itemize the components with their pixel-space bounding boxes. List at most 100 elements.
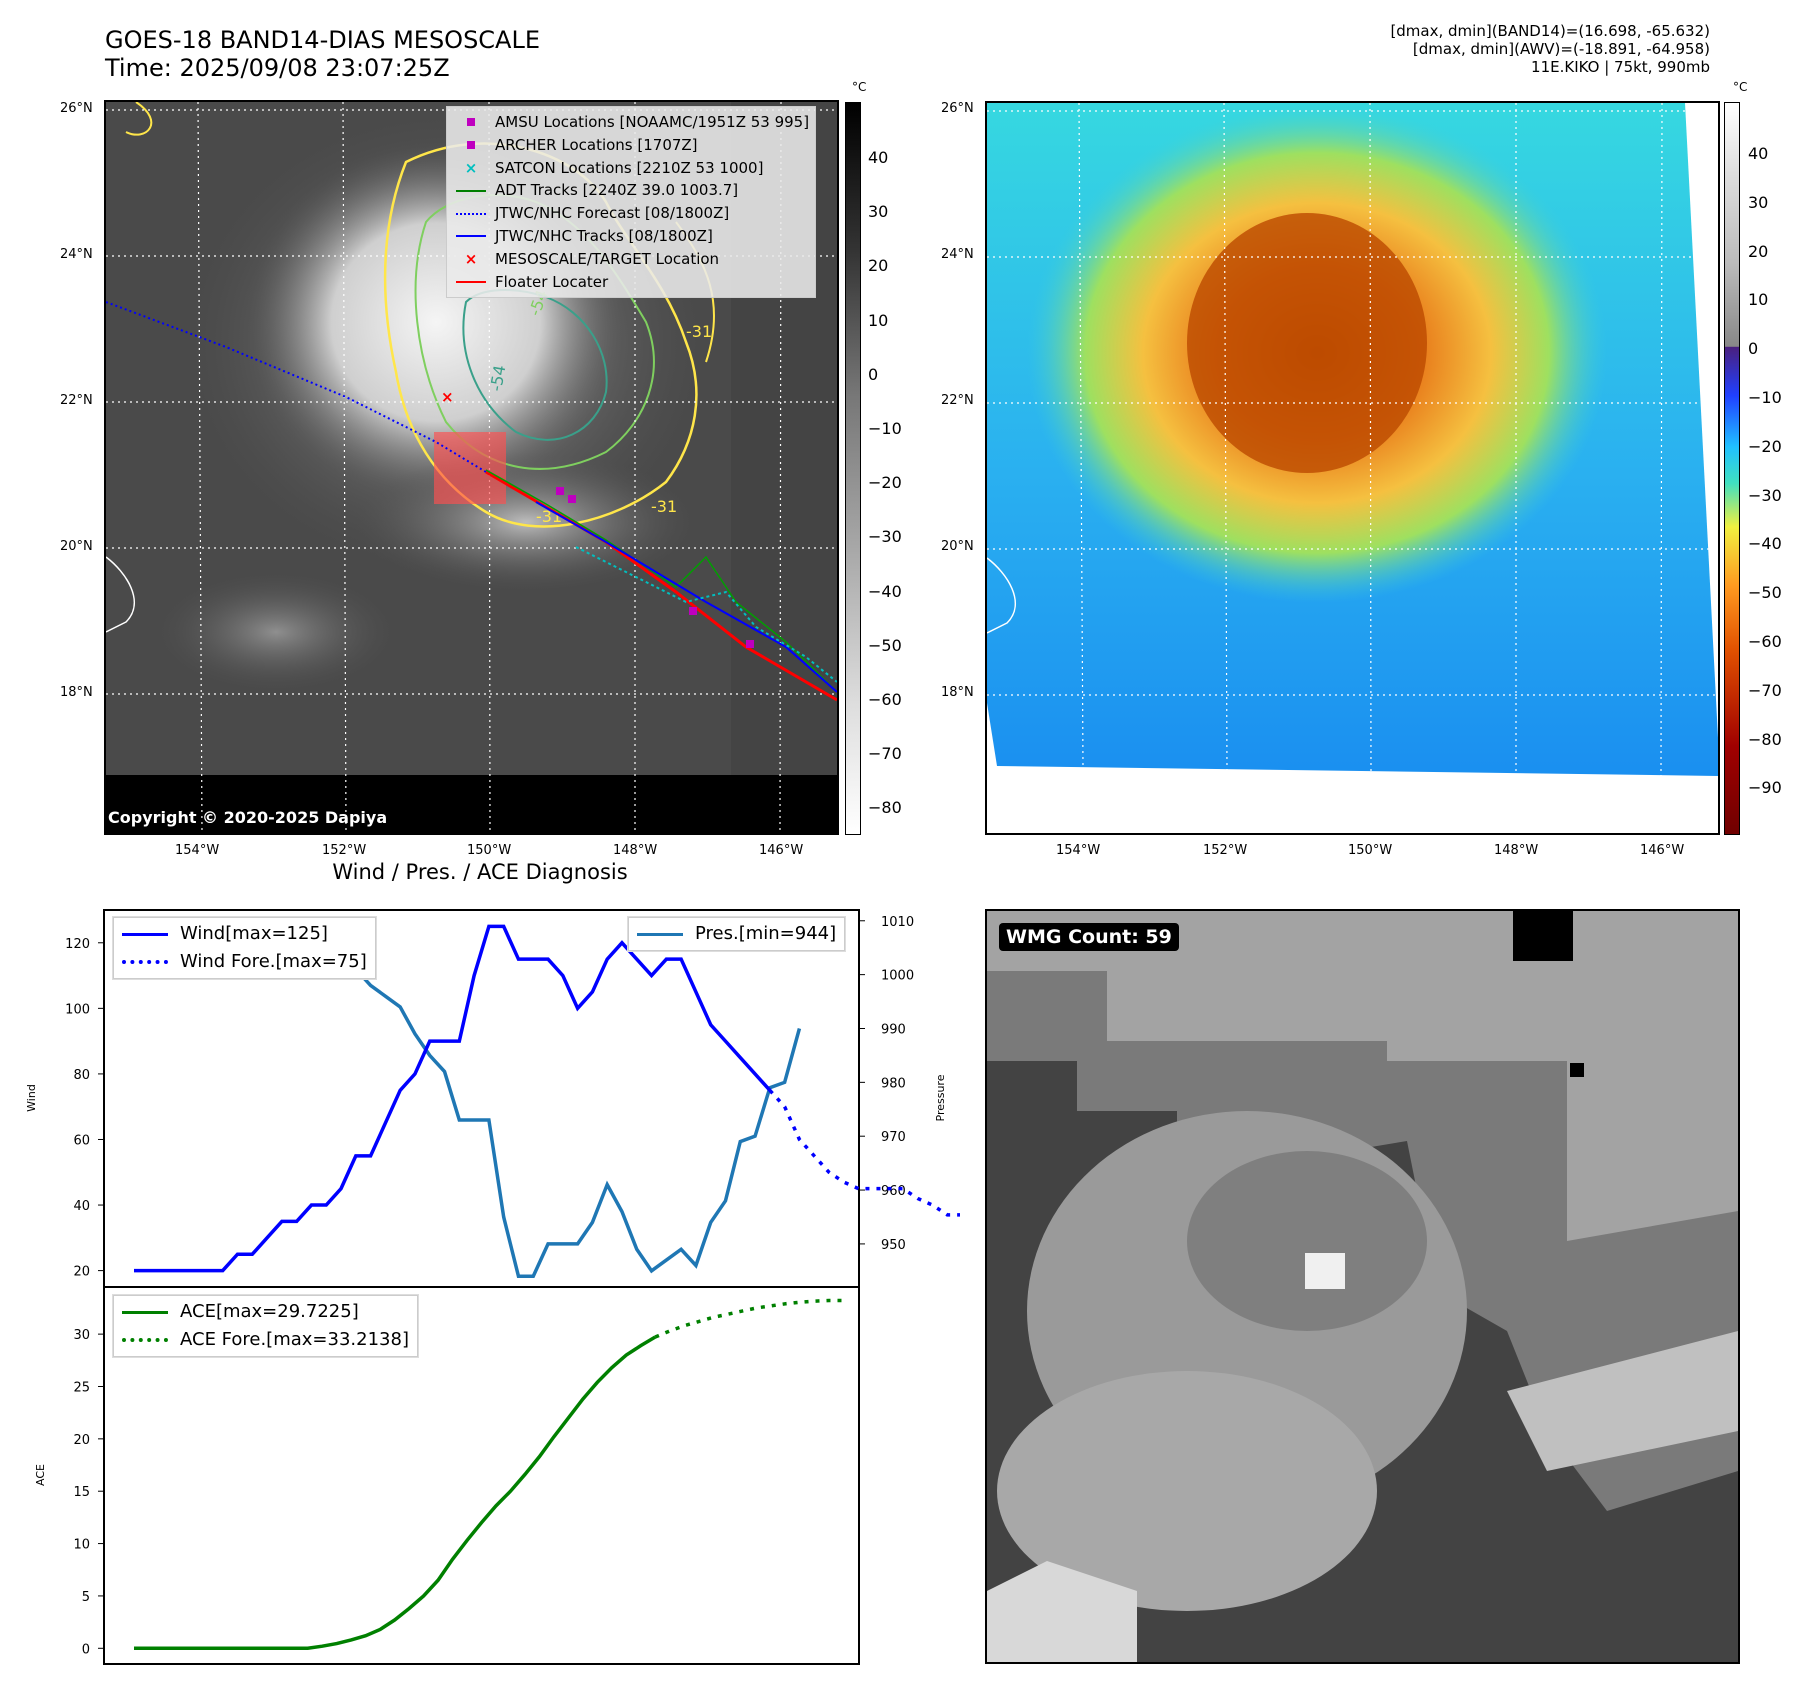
forecast-track bbox=[106, 301, 487, 473]
ace-ytick-label: 5 bbox=[82, 1590, 90, 1605]
lon-label: 148°W bbox=[613, 843, 658, 858]
gray-colorbar-unit: °C bbox=[852, 80, 867, 94]
ir-map-legend: AMSU Locations [NOAAMC/1951Z 53 995] ARC… bbox=[446, 106, 817, 299]
figure-title: GOES-18 BAND14-DIAS MESOSCALE Time: 2025… bbox=[105, 26, 540, 82]
colorbar-tick-label: −30 bbox=[1748, 485, 1782, 505]
ace-ytick-label: 0 bbox=[82, 1642, 90, 1657]
copyright-text: Copyright © 2020-2025 Dapiya bbox=[108, 808, 388, 827]
colorbar-tick-label: −10 bbox=[1748, 388, 1782, 407]
colorbar-tick-label: −40 bbox=[868, 581, 902, 601]
ace-line bbox=[134, 1335, 657, 1651]
lon-label: 152°W bbox=[1203, 843, 1248, 858]
legend-label: ACE[max=29.7225] bbox=[180, 1301, 359, 1322]
wind-ytick-label: 20 bbox=[73, 1265, 90, 1280]
ir-map-panel: -54 -54 -31 -31 -31 × Copyright © 2020-2… bbox=[104, 100, 839, 835]
contour-label-3: -31 bbox=[686, 322, 712, 341]
ace-ylabel: ACE bbox=[34, 1464, 47, 1486]
ace-legend: ACE[max=29.7225] ACE Fore.[max=33.2138] bbox=[113, 1295, 418, 1357]
info-line-3: 11E.KIKO | 75kt, 990mb bbox=[1531, 58, 1710, 76]
lon-label: 152°W bbox=[322, 843, 367, 858]
awv-map-svg bbox=[987, 103, 1718, 777]
legend-label: JTWC/NHC Tracks [08/1800Z] bbox=[495, 226, 713, 245]
ace-axes bbox=[103, 1286, 860, 1665]
colorbar-tick-label: −90 bbox=[1748, 778, 1782, 798]
mesoscale-target-box bbox=[434, 432, 506, 504]
colorbar-tick-label: 10 bbox=[1748, 290, 1769, 310]
legend-item-adt: ADT Tracks [2240Z 39.0 1003.7] bbox=[453, 179, 809, 202]
adt-track bbox=[485, 469, 837, 693]
legend-label: Wind[max=125] bbox=[180, 923, 328, 944]
diagnosis-title: Wind / Pres. / ACE Diagnosis bbox=[332, 860, 628, 884]
legend-label: SATCON Locations [2210Z 53 1000] bbox=[495, 158, 764, 177]
lon-label: 150°W bbox=[1348, 843, 1393, 858]
colorbar-tick-label: −10 bbox=[868, 419, 902, 438]
gray-colorbar bbox=[845, 102, 861, 835]
wmg-count-label: WMG Count: 59 bbox=[999, 923, 1179, 951]
wind-ylabel: Wind bbox=[25, 1084, 38, 1112]
color-colorbar-unit: °C bbox=[1733, 80, 1748, 94]
lon-label: 154°W bbox=[175, 843, 220, 858]
legend-item-satcon: × SATCON Locations [2210Z 53 1000] bbox=[453, 157, 809, 180]
colorbar-tick-label: 0 bbox=[1748, 339, 1759, 359]
lat-label: 20°N bbox=[941, 539, 974, 554]
legend-item-wind-fore: Wind Fore.[max=75] bbox=[122, 948, 367, 976]
wind-ytick-label: 80 bbox=[73, 1068, 90, 1083]
diagnosis-chart: 20 40 60 80 100 120 950 960 970 980 990 1000 1010 0 5… bbox=[25, 909, 960, 1665]
lat-label: 22°N bbox=[60, 393, 93, 408]
legend-label: Wind Fore.[max=75] bbox=[180, 951, 367, 972]
ace-ytick-label: 20 bbox=[73, 1433, 90, 1448]
pressure-ytick-label: 980 bbox=[881, 1076, 906, 1091]
colorbar-tick-label: −30 bbox=[868, 527, 902, 547]
legend-item-floater: Floater Locater bbox=[453, 271, 809, 294]
info-line-1: [dmax, dmin](BAND14)=(16.698, -65.632) bbox=[1390, 22, 1710, 40]
mesoscale-target-marker: × bbox=[441, 388, 454, 406]
colorbar-tick-label: −50 bbox=[868, 635, 902, 655]
legend-item-archer: ARCHER Locations [1707Z] bbox=[453, 134, 809, 157]
legend-label: ARCHER Locations [1707Z] bbox=[495, 135, 698, 154]
title-line-1: GOES-18 BAND14-DIAS MESOSCALE bbox=[105, 26, 541, 54]
colorbar-tick-label: −60 bbox=[1748, 632, 1782, 651]
legend-item-forecast: JTWC/NHC Forecast [08/1800Z] bbox=[453, 202, 809, 225]
info-line-2: [dmax, dmin](AWV)=(-18.891, -64.958) bbox=[1412, 40, 1710, 58]
colorbar-tick-label: −50 bbox=[1748, 583, 1782, 603]
ace-ytick-label: 10 bbox=[73, 1538, 90, 1553]
colorbar-tick-label: 20 bbox=[1748, 241, 1769, 261]
lon-label: 148°W bbox=[1494, 843, 1539, 858]
contour-label-2: -54 bbox=[486, 364, 509, 393]
colorbar-tick-label: 30 bbox=[1748, 192, 1769, 212]
wmg-panel: WMG Count: 59 bbox=[985, 909, 1740, 1664]
colorbar-tick-label: −80 bbox=[1748, 729, 1782, 749]
lon-label: 146°W bbox=[759, 843, 804, 858]
colorbar-tick-label: −60 bbox=[868, 690, 902, 709]
jtwc-track bbox=[535, 501, 837, 693]
colorbar-tick-label: −20 bbox=[1748, 436, 1782, 456]
legend-item-ace: ACE[max=29.7225] bbox=[122, 1298, 409, 1326]
legend-item-jtwc-tracks: JTWC/NHC Tracks [08/1800Z] bbox=[453, 225, 809, 248]
ace-forecast-line bbox=[654, 1298, 844, 1339]
colorbar-tick-label: 30 bbox=[868, 202, 889, 222]
lat-label: 18°N bbox=[60, 685, 93, 700]
pressure-ytick-label: 1010 bbox=[881, 915, 914, 930]
wmg-map-svg bbox=[987, 911, 1738, 1662]
colorbar-tick-label: 0 bbox=[868, 364, 879, 384]
colorbar-tick-label: 40 bbox=[868, 148, 889, 167]
lat-label: 24°N bbox=[941, 247, 974, 262]
legend-item-pres: Pres.[min=944] bbox=[637, 920, 836, 948]
lat-label: 26°N bbox=[60, 101, 93, 116]
wind-ytick-label: 40 bbox=[73, 1199, 90, 1214]
legend-label: Pres.[min=944] bbox=[695, 923, 837, 944]
colorbar-tick-label: −80 bbox=[868, 798, 902, 818]
awv-map-gridlines bbox=[987, 103, 1718, 777]
pressure-legend: Pres.[min=944] bbox=[628, 917, 846, 951]
pressure-ytick-label: 950 bbox=[881, 1238, 906, 1253]
wind-line bbox=[134, 924, 772, 1273]
colorbar-tick-label: −20 bbox=[868, 473, 902, 493]
legend-label: AMSU Locations [NOAAMC/1951Z 53 995] bbox=[495, 113, 810, 131]
pressure-ytick-label: 990 bbox=[881, 1022, 906, 1037]
lat-label: 18°N bbox=[941, 685, 974, 700]
legend-label: MESOSCALE/TARGET Location bbox=[495, 249, 720, 268]
wind-ytick-label: 120 bbox=[65, 937, 90, 952]
legend-item-ace-fore: ACE Fore.[max=33.2138] bbox=[122, 1326, 409, 1354]
satcon-track bbox=[575, 546, 837, 683]
ace-ytick-label: 30 bbox=[73, 1328, 90, 1343]
